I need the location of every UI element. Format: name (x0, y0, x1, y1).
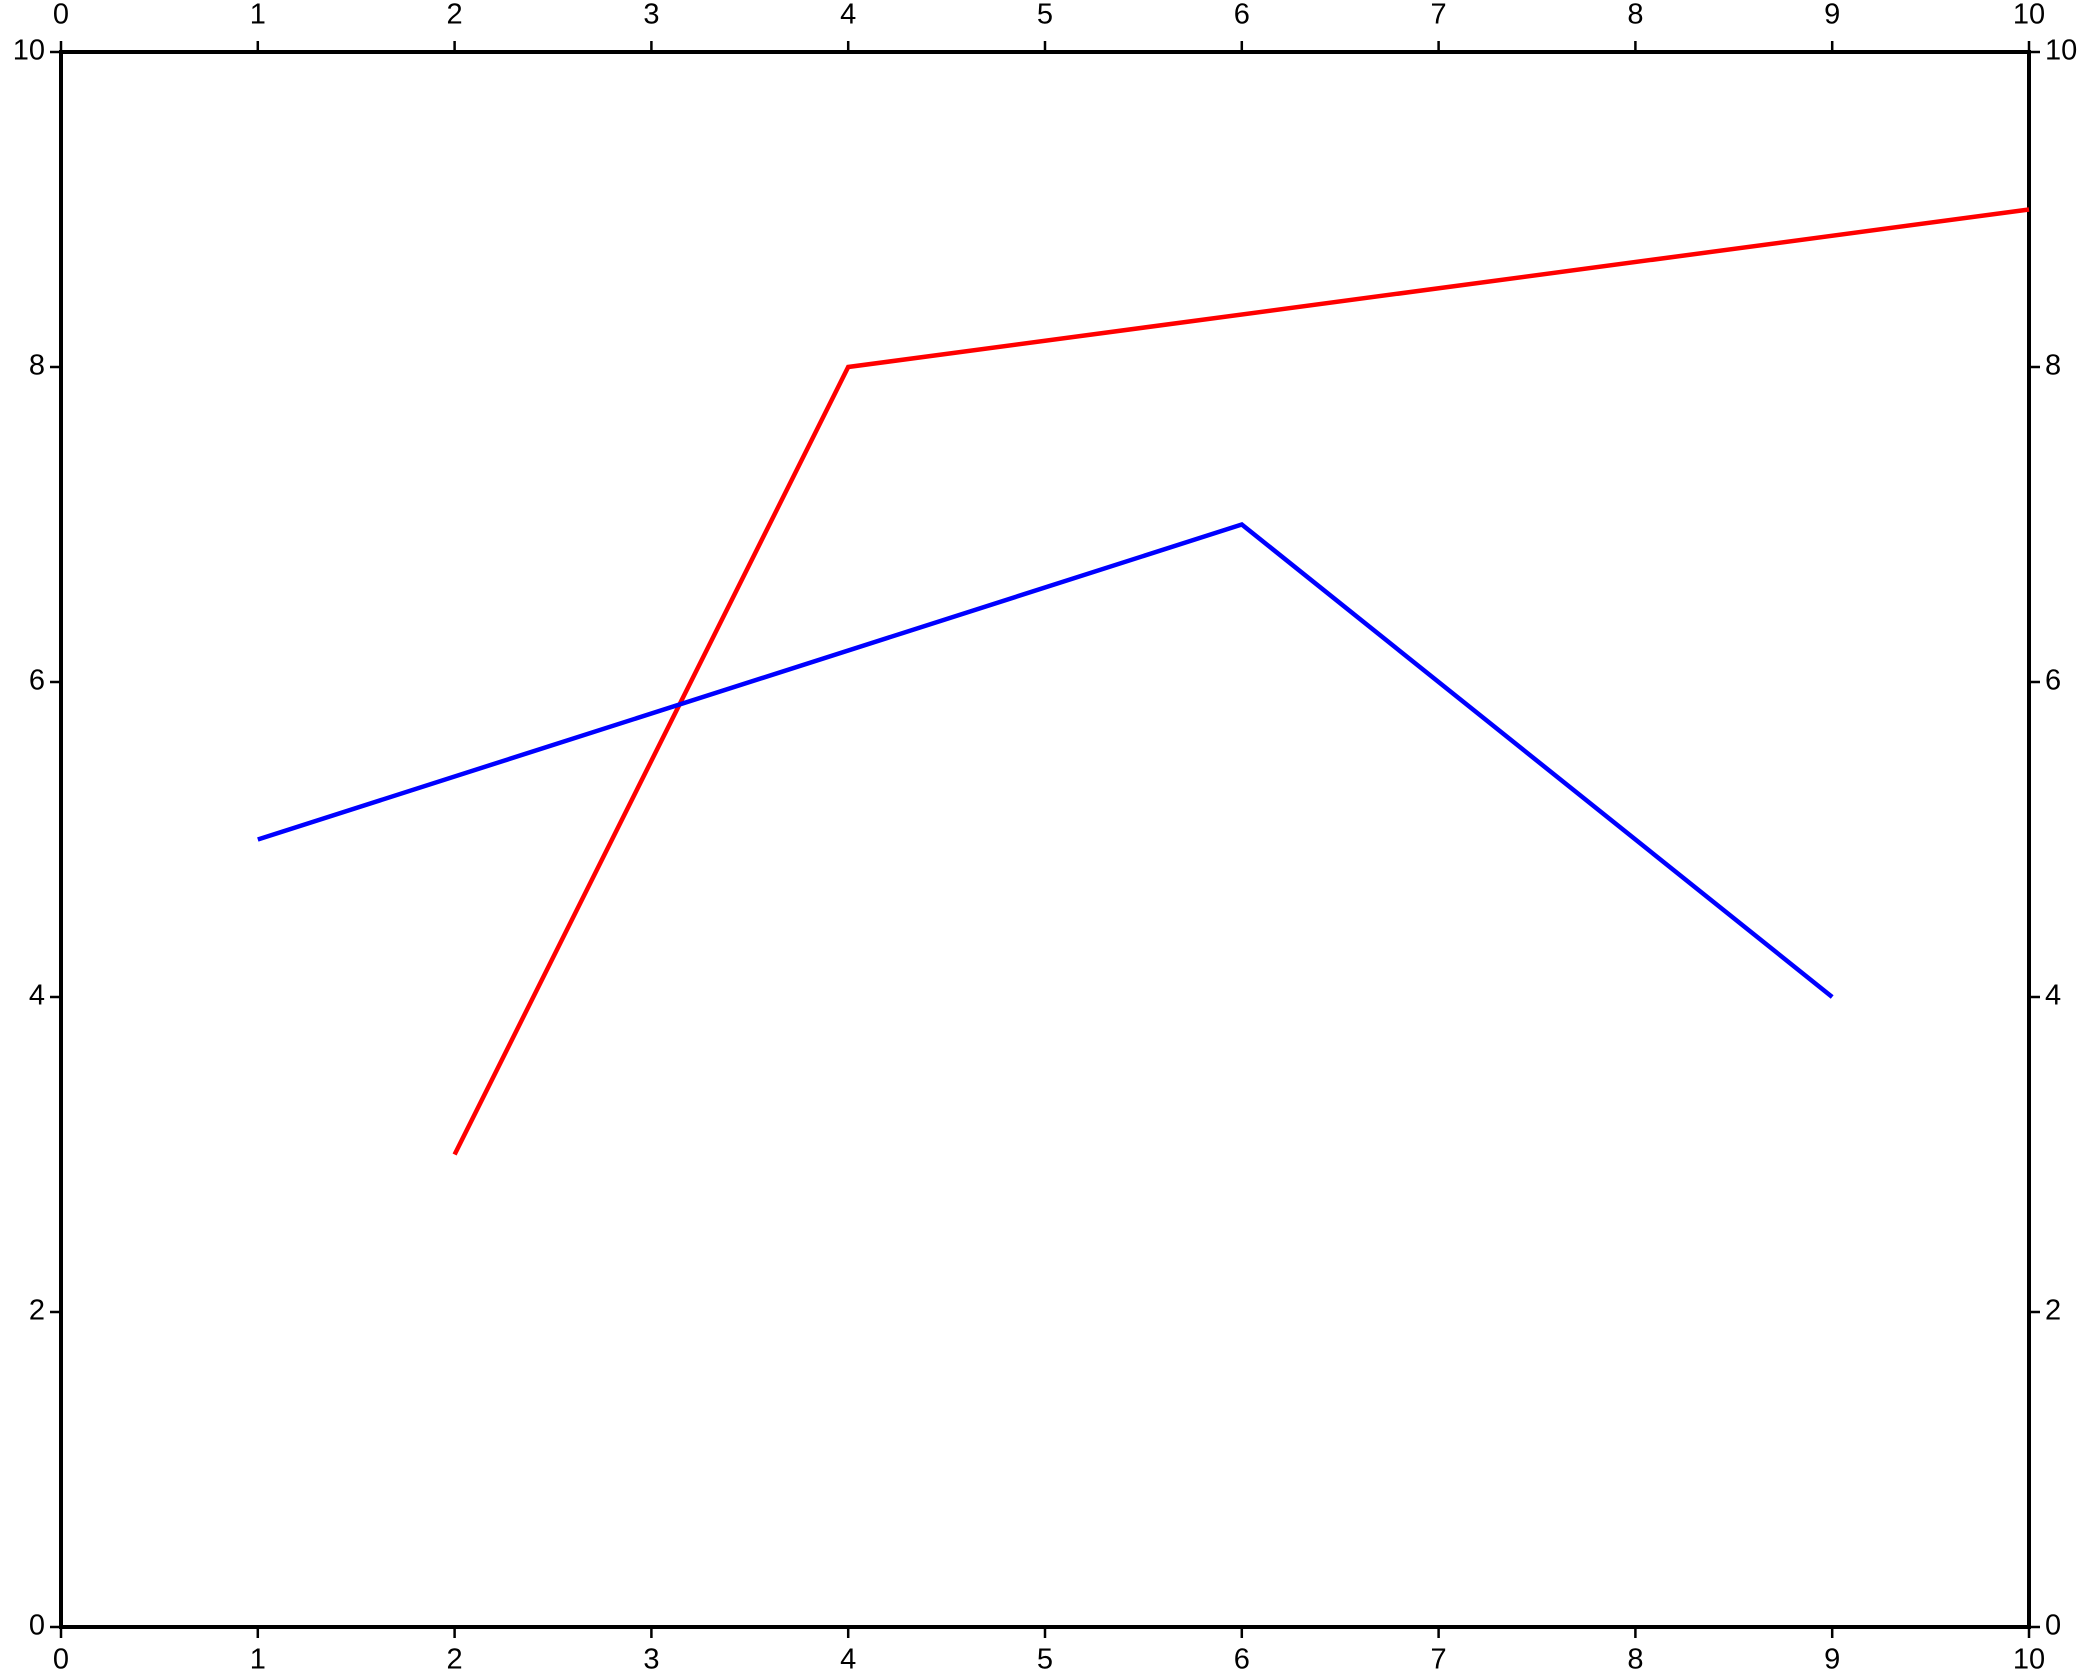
x-tick-label: 8 (1627, 0, 1643, 31)
y-tick-label: 4 (29, 980, 45, 1012)
x-tick-label: 1 (250, 1644, 266, 1676)
series-line (257, 521, 1834, 999)
y-tick-label: 0 (29, 1610, 45, 1642)
x-tick-label: 7 (1431, 0, 1447, 31)
y-tick-label: 2 (2045, 1295, 2061, 1327)
x-tick-label: 10 (2013, 0, 2045, 31)
plot-frame (59, 50, 2031, 1629)
x-tick-label: 10 (2013, 1644, 2045, 1676)
x-tick-label: 2 (447, 1644, 463, 1676)
x-tick-label: 1 (250, 0, 266, 31)
x-tick-label: 2 (447, 0, 463, 31)
x-tick-label: 0 (53, 0, 69, 31)
x-tick-label: 5 (1037, 0, 1053, 31)
y-tick-label: 6 (29, 665, 45, 697)
x-tick-label: 9 (1824, 0, 1840, 31)
x-tick-label: 6 (1234, 0, 1250, 31)
y-tick-label: 8 (2045, 350, 2061, 382)
x-tick-label: 3 (643, 1644, 659, 1676)
x-tick-label: 0 (53, 1644, 69, 1676)
x-tick-label: 9 (1824, 1644, 1840, 1676)
x-tick-label: 3 (643, 0, 659, 31)
x-tick-label: 8 (1627, 1644, 1643, 1676)
y-tick-label: 8 (29, 350, 45, 382)
y-tick-label: 10 (13, 35, 45, 67)
x-tick-label: 4 (840, 1644, 856, 1676)
y-tick-label: 6 (2045, 665, 2061, 697)
x-tick-label: 5 (1037, 1644, 1053, 1676)
x-tick-label: 6 (1234, 1644, 1250, 1676)
y-tick-label: 0 (2045, 1610, 2061, 1642)
y-tick-label: 10 (2045, 35, 2077, 67)
x-tick-label: 4 (840, 0, 856, 31)
y-tick-label: 4 (2045, 980, 2061, 1012)
series-line (452, 207, 2030, 1156)
y-tick-label: 2 (29, 1295, 45, 1327)
x-tick-label: 7 (1431, 1644, 1447, 1676)
